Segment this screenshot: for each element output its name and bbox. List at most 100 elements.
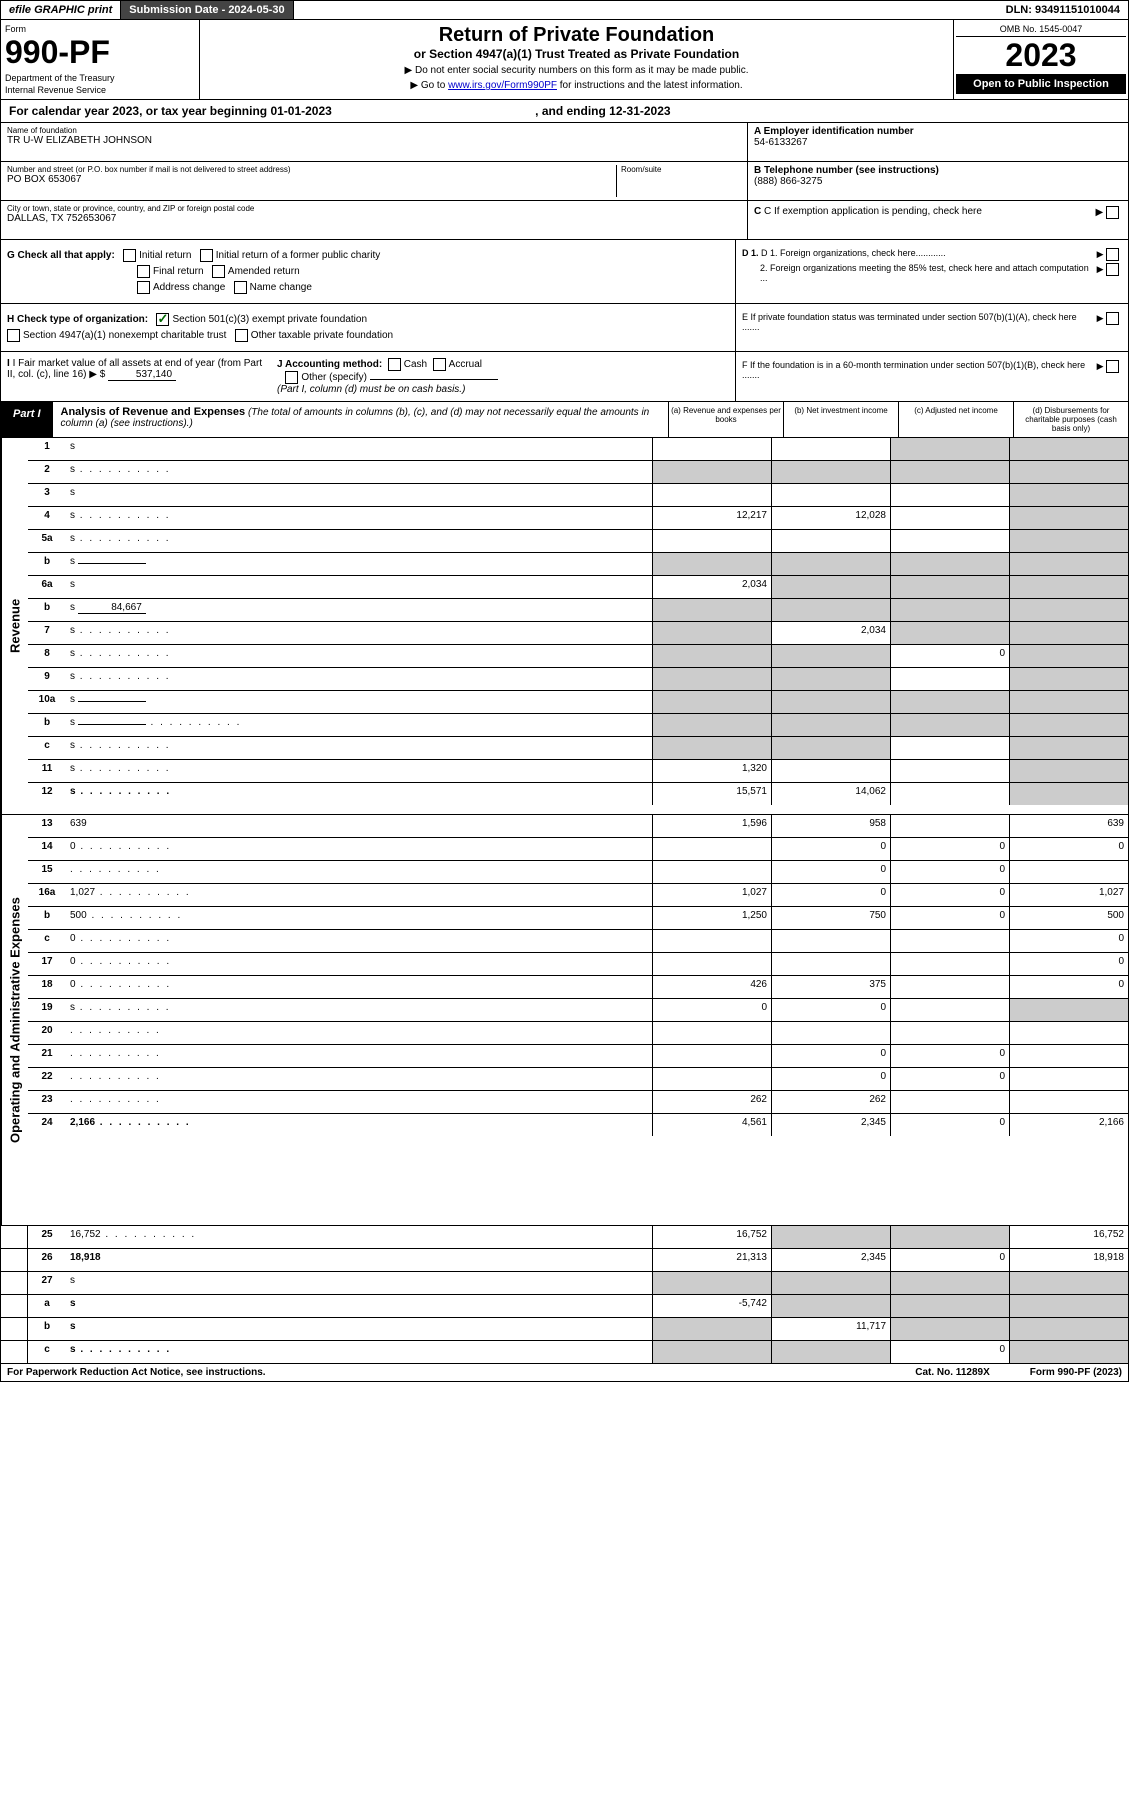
ein-row: A Employer identification number 54-6133… bbox=[748, 123, 1128, 162]
cell-shaded bbox=[1009, 599, 1128, 621]
line-number: 4 bbox=[28, 507, 66, 529]
check-amended[interactable] bbox=[212, 265, 225, 278]
cell-value: 375 bbox=[771, 976, 890, 998]
cell-value bbox=[890, 484, 1009, 506]
cell-shaded bbox=[1009, 714, 1128, 736]
line-desc: 0 bbox=[66, 953, 652, 975]
cell-shaded bbox=[771, 691, 890, 713]
line-desc: s bbox=[66, 484, 652, 506]
cell-value: 11,717 bbox=[771, 1318, 890, 1340]
cell-shaded bbox=[890, 622, 1009, 644]
header-left: Form 990-PF Department of the Treasury I… bbox=[1, 20, 200, 99]
cell-value: 958 bbox=[771, 815, 890, 837]
table-row: 3s bbox=[28, 483, 1128, 506]
check-initial-former[interactable] bbox=[200, 249, 213, 262]
check-final-return[interactable] bbox=[137, 265, 150, 278]
line-number: b bbox=[28, 714, 66, 736]
col-b-header: (b) Net investment income bbox=[783, 402, 898, 437]
f-row: F If the foundation is in a 60-month ter… bbox=[742, 360, 1122, 380]
check-c[interactable] bbox=[1106, 206, 1119, 219]
check-other-taxable[interactable] bbox=[235, 329, 248, 342]
omb-number: OMB No. 1545-0047 bbox=[956, 22, 1126, 37]
cell-value: 262 bbox=[771, 1091, 890, 1113]
e-row: E If private foundation status was termi… bbox=[742, 312, 1122, 332]
table-row: 140000 bbox=[28, 837, 1128, 860]
form-number: 990-PF bbox=[5, 34, 195, 71]
cell-value: 2,345 bbox=[771, 1114, 890, 1136]
cell-shaded bbox=[652, 691, 771, 713]
table-row: 2200 bbox=[28, 1067, 1128, 1090]
cell-value bbox=[771, 1022, 890, 1044]
cell-shaded bbox=[890, 553, 1009, 575]
cell-shaded bbox=[652, 553, 771, 575]
table-row: 6as2,034 bbox=[28, 575, 1128, 598]
cell-shaded bbox=[890, 1295, 1009, 1317]
cell-value bbox=[652, 930, 771, 952]
check-other-method[interactable] bbox=[285, 371, 298, 384]
line-number: 1 bbox=[28, 438, 66, 460]
part1-table: Revenue 1s2s3s4s12,21712,0285asbs 6as2,0… bbox=[0, 438, 1129, 1364]
dept-irs: Internal Revenue Service bbox=[5, 85, 195, 95]
check-accrual[interactable] bbox=[433, 358, 446, 371]
cell-value: 21,313 bbox=[652, 1249, 771, 1271]
cell-value bbox=[890, 737, 1009, 759]
line-desc: s 84,667 bbox=[66, 599, 652, 621]
cell-shaded bbox=[771, 1272, 890, 1294]
table-row: 2s bbox=[28, 460, 1128, 483]
top-bar: efile GRAPHIC print Submission Date - 20… bbox=[0, 0, 1129, 20]
table-row: 16a1,0271,027001,027 bbox=[28, 883, 1128, 906]
cell-value bbox=[652, 953, 771, 975]
calendar-year-row: For calendar year 2023, or tax year begi… bbox=[0, 100, 1129, 123]
check-address-change[interactable] bbox=[137, 281, 150, 294]
table-row: 7s2,034 bbox=[28, 621, 1128, 644]
footer-left: For Paperwork Reduction Act Notice, see … bbox=[7, 1367, 266, 1378]
cell-value: 0 bbox=[1009, 953, 1128, 975]
check-cash[interactable] bbox=[388, 358, 401, 371]
line-number: 27 bbox=[28, 1272, 66, 1294]
form-link[interactable]: www.irs.gov/Form990PF bbox=[448, 80, 557, 91]
cell-value: 16,752 bbox=[1009, 1226, 1128, 1248]
cell-shaded bbox=[1009, 622, 1128, 644]
line-desc: s bbox=[66, 1341, 652, 1363]
line-desc: s bbox=[66, 691, 652, 713]
line-desc bbox=[66, 1045, 652, 1067]
check-name-change[interactable] bbox=[234, 281, 247, 294]
table-row: bs bbox=[28, 713, 1128, 736]
cell-value bbox=[652, 1045, 771, 1067]
cell-shaded bbox=[1009, 507, 1128, 529]
line-desc: s bbox=[66, 622, 652, 644]
cell-value: 0 bbox=[652, 999, 771, 1021]
cell-value bbox=[890, 953, 1009, 975]
cell-shaded bbox=[1009, 530, 1128, 552]
check-initial-return[interactable] bbox=[123, 249, 136, 262]
cell-value: 0 bbox=[890, 1114, 1009, 1136]
dept-treasury: Department of the Treasury bbox=[5, 73, 195, 83]
cell-value: 639 bbox=[1009, 815, 1128, 837]
check-f[interactable] bbox=[1106, 360, 1119, 373]
check-d1[interactable] bbox=[1106, 248, 1119, 261]
footer-center: Cat. No. 11289X bbox=[915, 1367, 989, 1378]
cell-value: 0 bbox=[1009, 838, 1128, 860]
table-row: bs bbox=[28, 552, 1128, 575]
check-501c3[interactable] bbox=[156, 313, 169, 326]
checks-h-e: H Check type of organization: Section 50… bbox=[0, 304, 1129, 352]
table-row: bs 84,667 bbox=[28, 598, 1128, 621]
table-row: 20 bbox=[28, 1021, 1128, 1044]
cell-value bbox=[1009, 1068, 1128, 1090]
line-number: 17 bbox=[28, 953, 66, 975]
cell-shaded bbox=[1009, 999, 1128, 1021]
line-desc bbox=[66, 861, 652, 883]
table-row: 11s1,320 bbox=[28, 759, 1128, 782]
check-e[interactable] bbox=[1106, 312, 1119, 325]
cell-value: 1,027 bbox=[1009, 884, 1128, 906]
check-d2[interactable] bbox=[1106, 263, 1119, 276]
check-4947[interactable] bbox=[7, 329, 20, 342]
cell-value: 1,250 bbox=[652, 907, 771, 929]
table-row: 1700 bbox=[28, 952, 1128, 975]
table-row: 10as bbox=[28, 690, 1128, 713]
cell-value bbox=[652, 861, 771, 883]
cell-value bbox=[890, 530, 1009, 552]
line-desc bbox=[66, 1091, 652, 1113]
line-desc: s bbox=[66, 553, 652, 575]
cell-value bbox=[652, 530, 771, 552]
